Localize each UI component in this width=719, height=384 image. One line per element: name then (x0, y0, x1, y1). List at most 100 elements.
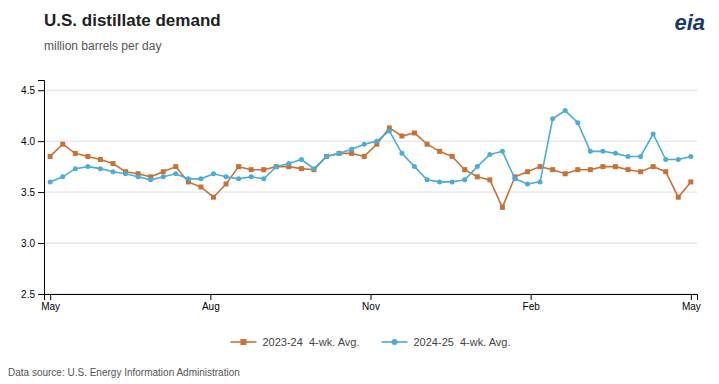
point (224, 181, 229, 186)
point (60, 142, 65, 147)
point (676, 157, 681, 162)
point (324, 154, 329, 159)
chart: U.S. distillate demand million barrels pe… (0, 0, 719, 384)
point (626, 154, 631, 159)
point (638, 154, 643, 159)
legend-label: 2024-25 4-wk. Avg. (414, 336, 511, 348)
point (224, 174, 229, 179)
subtitle: million barrels per day (44, 39, 161, 53)
point (110, 169, 115, 174)
point (161, 174, 166, 179)
y-tick-mark (38, 192, 44, 193)
point (123, 171, 128, 176)
y-tick-mark (38, 243, 44, 244)
legend-marker (392, 339, 398, 345)
point (274, 164, 279, 169)
grid-line (44, 141, 697, 142)
y-axis-line (38, 81, 45, 295)
point (337, 151, 342, 156)
point (651, 132, 656, 137)
x-tick-label: Nov (362, 301, 380, 312)
point (550, 116, 555, 121)
point (311, 166, 316, 171)
point (85, 164, 90, 169)
point (550, 167, 555, 172)
point (98, 166, 103, 171)
point (676, 195, 681, 200)
point (600, 149, 605, 154)
y-tick-mark (38, 294, 44, 295)
point (638, 169, 643, 174)
grid (44, 90, 697, 294)
grid-line (44, 192, 697, 193)
y-axis: 2.5 3.0 3.5 4.0 4.5 (21, 81, 44, 300)
point (538, 179, 543, 184)
y-tick-mark (38, 141, 44, 142)
point (437, 149, 442, 154)
y-tick-label: 4.0 (21, 136, 35, 147)
x-tick-label: May (41, 301, 60, 312)
point (198, 185, 203, 190)
series-markers (48, 125, 694, 209)
point (211, 171, 216, 176)
x-axis-line (45, 295, 698, 301)
x-axis: MayAugNovFebMay (41, 294, 701, 312)
point (462, 167, 467, 172)
point (48, 179, 53, 184)
point (136, 174, 141, 179)
y-tick: 3.5 (21, 187, 44, 198)
point (663, 169, 668, 174)
point (437, 179, 442, 184)
point (500, 149, 505, 154)
point (362, 154, 367, 159)
series-line (50, 111, 691, 184)
grid-line (44, 90, 697, 91)
point (563, 108, 568, 113)
point (362, 142, 367, 147)
legend-item: 2024-25 4-wk. Avg. (382, 336, 511, 348)
x-tick-label: Feb (523, 301, 541, 312)
point (299, 166, 304, 171)
point (249, 174, 254, 179)
x-tick: Nov (362, 294, 380, 312)
point (148, 177, 153, 182)
point (512, 176, 517, 181)
point (663, 157, 668, 162)
point (48, 154, 53, 159)
point (500, 205, 505, 210)
point (575, 167, 580, 172)
point (399, 134, 404, 139)
point (613, 164, 618, 169)
point (475, 164, 480, 169)
point (261, 176, 266, 181)
legend-label: 2023-24 4-wk. Avg. (262, 336, 359, 348)
point (425, 177, 430, 182)
title: U.S. distillate demand (44, 11, 221, 30)
point (651, 164, 656, 169)
y-tick: 4.5 (21, 85, 44, 96)
point (487, 177, 492, 182)
x-tick-mark (531, 294, 532, 300)
grid-line (44, 243, 697, 244)
point (399, 151, 404, 156)
x-tick-mark (210, 294, 211, 300)
point (98, 157, 103, 162)
y-tick-label: 3.0 (21, 238, 35, 249)
point (324, 154, 329, 159)
point (425, 142, 430, 147)
point (173, 164, 178, 169)
point (450, 179, 455, 184)
x-tick-mark (50, 294, 51, 300)
legend-marker (240, 339, 246, 345)
point (600, 164, 605, 169)
point (462, 177, 467, 182)
y-tick: 2.5 (21, 289, 44, 300)
point (575, 120, 580, 125)
point (563, 171, 568, 176)
y-tick-label: 2.5 (21, 289, 35, 300)
point (274, 164, 279, 169)
y-tick-label: 3.5 (21, 187, 35, 198)
x-tick-label: May (682, 301, 701, 312)
point (688, 179, 693, 184)
legend-item: 2023-24 4-wk. Avg. (230, 336, 359, 348)
